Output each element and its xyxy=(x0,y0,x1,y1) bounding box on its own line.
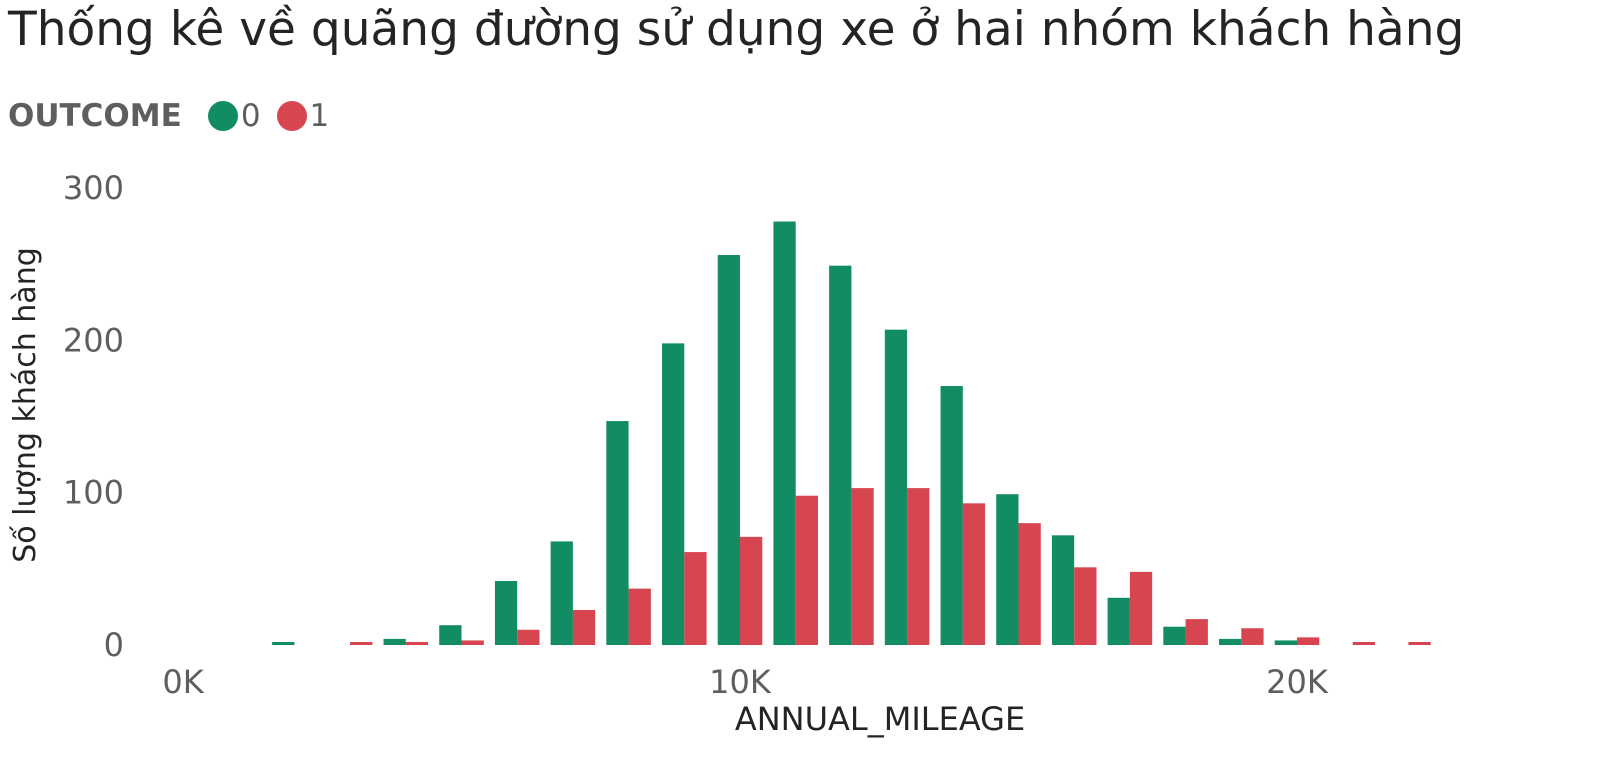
x-axis: 0K 10K 20K xyxy=(162,663,1329,701)
bar-outcome-0[interactable] xyxy=(829,265,852,645)
bar-outcome-0[interactable] xyxy=(773,221,796,645)
bar-outcome-1[interactable] xyxy=(461,640,484,645)
legend-swatch-1 xyxy=(276,101,307,131)
bar-outcome-1[interactable] xyxy=(1297,637,1320,645)
legend-item-0[interactable]: 0 xyxy=(207,98,261,134)
bar-outcome-1[interactable] xyxy=(572,609,596,645)
y-tick-label: 100 xyxy=(63,474,124,512)
y-tick-label: 200 xyxy=(63,321,124,359)
bar-outcome-0[interactable] xyxy=(884,329,908,645)
bar-outcome-1[interactable] xyxy=(962,503,986,645)
x-axis-label: ANNUAL_MILEAGE xyxy=(735,700,1025,738)
legend: OUTCOME 0 1 xyxy=(8,96,345,136)
x-tick-label: 20K xyxy=(1266,663,1329,701)
bar-outcome-0[interactable] xyxy=(662,343,685,645)
legend-item-1[interactable]: 1 xyxy=(276,98,330,134)
bar-outcome-1[interactable] xyxy=(350,642,373,645)
y-axis: 0 100 200 300 xyxy=(63,169,124,664)
bar-outcome-1[interactable] xyxy=(1241,628,1264,645)
bar-outcome-1[interactable] xyxy=(1018,523,1041,645)
legend-label-1: 1 xyxy=(309,98,330,134)
chart-title: Thống kê về quãng đường sử dụng xe ở hai… xyxy=(8,2,1465,57)
bar-outcome-0[interactable] xyxy=(996,494,1019,645)
bar-outcome-0[interactable] xyxy=(940,386,963,645)
bar-outcome-0[interactable] xyxy=(272,642,295,645)
bar-series xyxy=(272,221,1431,645)
y-axis-label: Số lượng khách hàng xyxy=(8,247,43,563)
bar-outcome-1[interactable] xyxy=(628,588,651,645)
bar-outcome-1[interactable] xyxy=(517,629,540,645)
x-tick-label: 10K xyxy=(709,663,772,701)
bar-outcome-0[interactable] xyxy=(1051,535,1075,645)
legend-swatch-0 xyxy=(207,101,238,131)
bar-outcome-0[interactable] xyxy=(606,421,629,645)
x-tick-label: 0K xyxy=(162,663,204,701)
bar-outcome-1[interactable] xyxy=(684,552,707,645)
bar-outcome-0[interactable] xyxy=(1274,640,1297,645)
y-tick-label: 300 xyxy=(63,169,124,207)
bar-outcome-1[interactable] xyxy=(405,641,429,645)
y-tick-label: 0 xyxy=(104,626,124,664)
legend-title: OUTCOME xyxy=(8,98,182,134)
bar-outcome-1[interactable] xyxy=(907,488,930,645)
bar-outcome-0[interactable] xyxy=(1107,597,1130,645)
legend-label-0: 0 xyxy=(240,98,261,134)
bar-outcome-1[interactable] xyxy=(1408,642,1431,645)
bar-outcome-0[interactable] xyxy=(550,541,573,645)
bar-outcome-0[interactable] xyxy=(383,638,406,645)
bar-outcome-0[interactable] xyxy=(494,581,518,645)
bar-outcome-1[interactable] xyxy=(851,488,874,645)
bar-outcome-1[interactable] xyxy=(795,495,818,645)
bar-outcome-1[interactable] xyxy=(740,536,763,645)
bar-outcome-1[interactable] xyxy=(1352,642,1375,645)
bar-outcome-1[interactable] xyxy=(1185,619,1208,645)
bar-outcome-1[interactable] xyxy=(1074,567,1097,645)
bar-outcome-0[interactable] xyxy=(717,255,740,645)
bar-outcome-1[interactable] xyxy=(1129,571,1153,645)
bar-outcome-0[interactable] xyxy=(1163,626,1186,645)
bar-outcome-0[interactable] xyxy=(1219,638,1242,645)
bar-outcome-0[interactable] xyxy=(439,625,462,645)
